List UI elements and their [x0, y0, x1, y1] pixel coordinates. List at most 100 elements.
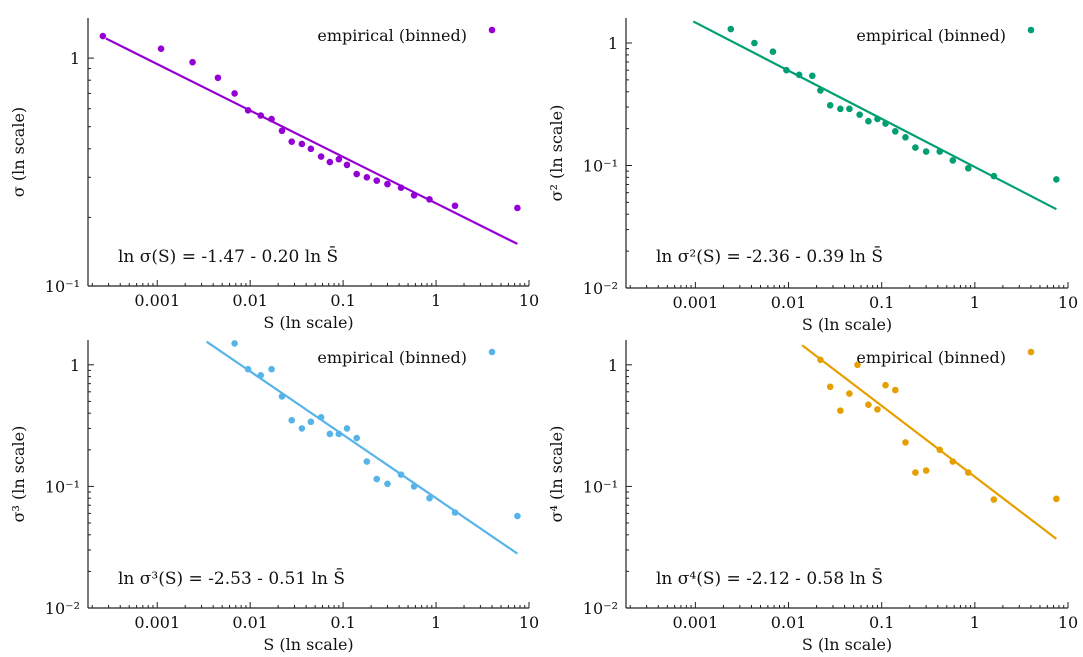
chart-panel-1: 0.001 0.01 0.1 1 10 10⁻¹ 1 S (ln scale) σ (ln sc… — [9, 18, 539, 332]
fit-equation: ln σ(S) = -1.47 - 0.20 ln S̄ — [118, 245, 338, 267]
data-point — [278, 127, 286, 135]
y-tick-label: 10⁻¹ — [45, 277, 80, 296]
legend-marker — [1027, 26, 1035, 34]
fit-equation: ln σ⁴(S) = -2.12 - 0.58 ln S̄ — [656, 567, 883, 589]
data-point — [874, 115, 881, 123]
y-ticks: 10⁻¹ 1 — [45, 49, 94, 296]
data-point — [257, 112, 265, 119]
data-point — [343, 425, 351, 432]
data-point — [846, 105, 853, 113]
y-ticks: 10⁻² 10⁻¹ 1 — [45, 356, 94, 618]
x-tick-label: 0.001 — [134, 613, 180, 632]
y-axis-label: σ³ (ln scale) — [9, 426, 28, 523]
x-ticks: 0.001 0.01 0.1 1 10 — [629, 602, 1078, 632]
legend: empirical (binned) — [317, 26, 496, 45]
data-point — [817, 356, 824, 364]
y-tick-label: 10⁻² — [45, 599, 80, 618]
data-point — [317, 153, 325, 160]
data-point — [426, 494, 433, 502]
data-points — [817, 356, 1060, 503]
y-tick-label: 10⁻¹ — [583, 157, 618, 176]
x-axis-label: S (ln scale) — [263, 635, 353, 654]
fit-line — [105, 37, 518, 245]
legend-label: empirical (binned) — [856, 348, 1006, 367]
x-tick-label: 0.001 — [672, 613, 718, 632]
x-tick-label: 0.1 — [869, 613, 894, 632]
data-point — [949, 458, 957, 465]
data-point — [964, 469, 972, 476]
data-point — [990, 172, 998, 180]
y-axis-label: σ⁴ (ln scale) — [547, 426, 566, 523]
data-point — [874, 406, 881, 413]
x-axis-label: S (ln scale) — [263, 313, 353, 332]
x-tick-label: 1 — [431, 291, 441, 310]
data-point — [298, 140, 306, 148]
data-point — [783, 66, 790, 74]
data-point — [363, 458, 371, 465]
data-point — [268, 115, 275, 123]
data-point — [1053, 176, 1060, 183]
data-point — [157, 45, 165, 52]
data-points — [727, 25, 1060, 183]
data-point — [769, 48, 777, 55]
data-point — [990, 496, 998, 503]
x-tick-label: 0.001 — [672, 293, 718, 312]
y-tick-label: 1 — [70, 356, 80, 375]
data-point — [1053, 495, 1060, 503]
legend: empirical (binned) — [856, 348, 1035, 367]
data-point — [231, 90, 238, 97]
data-point — [231, 340, 238, 347]
chart-panel-4: 0.001 0.01 0.1 1 10 10⁻² 10⁻¹ 1 S (ln scale) σ⁴ (… — [547, 340, 1078, 654]
y-axis-label: σ (ln scale) — [9, 107, 28, 197]
data-point — [514, 204, 521, 212]
data-point — [826, 102, 834, 109]
data-point — [373, 177, 381, 184]
data-point — [451, 509, 459, 516]
data-point — [288, 416, 296, 424]
x-ticks: 0.001 0.01 0.1 1 10 — [91, 280, 539, 310]
data-point — [317, 414, 325, 421]
data-point — [335, 430, 343, 438]
data-point — [99, 32, 107, 40]
data-points — [231, 340, 521, 520]
y-tick-label: 1 — [608, 34, 618, 53]
data-point — [384, 180, 391, 188]
x-tick-label: 0.01 — [232, 291, 268, 310]
data-point — [257, 371, 265, 379]
legend-marker — [488, 348, 496, 356]
x-tick-label: 1 — [970, 613, 980, 632]
data-point — [397, 471, 405, 478]
data-point — [837, 105, 844, 113]
x-tick-label: 0.01 — [771, 613, 807, 632]
x-axis-label: S (ln scale) — [802, 315, 892, 334]
data-point — [353, 170, 360, 178]
data-point — [268, 365, 275, 373]
data-point — [363, 173, 371, 181]
data-point — [882, 120, 889, 127]
data-point — [353, 434, 360, 442]
x-tick-label: 10 — [1058, 613, 1078, 632]
data-point — [335, 155, 343, 163]
data-point — [278, 393, 286, 400]
x-axis-label: S (ln scale) — [802, 635, 892, 654]
legend-label: empirical (binned) — [317, 26, 467, 45]
data-point — [384, 480, 391, 488]
data-point — [244, 107, 252, 114]
data-point — [514, 512, 521, 520]
legend-label: empirical (binned) — [856, 26, 1006, 45]
fit-line — [801, 344, 1058, 540]
data-point — [912, 144, 919, 151]
data-points — [99, 32, 521, 212]
data-point — [307, 418, 315, 426]
data-point — [373, 475, 381, 483]
data-point — [288, 138, 296, 145]
x-tick-label: 0.01 — [771, 293, 807, 312]
data-point — [189, 58, 196, 66]
x-tick-label: 10 — [1058, 293, 1078, 312]
data-point — [856, 111, 863, 118]
data-point — [854, 361, 861, 369]
y-tick-label: 10⁻² — [583, 279, 618, 298]
x-tick-label: 1 — [970, 293, 980, 312]
x-tick-label: 0.01 — [232, 613, 268, 632]
y-ticks: 10⁻² 10⁻¹ 1 — [583, 34, 632, 298]
